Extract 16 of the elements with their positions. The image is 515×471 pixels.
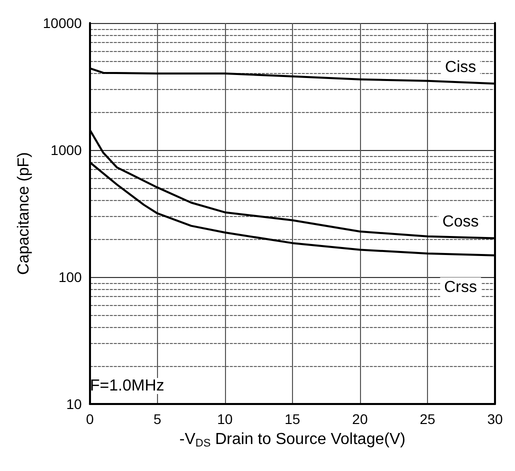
x-tick-label: 0 xyxy=(86,411,94,427)
series-label: Ciss xyxy=(445,59,476,76)
y-tick-label: 100 xyxy=(58,269,82,285)
y-tick-label: 10 xyxy=(66,396,82,412)
y-axis-title: Capacitance (pF) xyxy=(16,152,32,275)
annotation: F=1.0MHz xyxy=(90,378,164,394)
x-tick-label: 15 xyxy=(284,411,300,427)
x-tick-label: 20 xyxy=(352,411,368,427)
series-label: Crss xyxy=(444,278,478,296)
x-tick-label: 5 xyxy=(153,411,162,427)
y-tick-label: 1000 xyxy=(50,142,82,158)
y-tick-label: 10000 xyxy=(42,15,82,31)
x-tick-label: 10 xyxy=(217,411,233,427)
series-label: Coss xyxy=(442,214,479,231)
x-tick-label: 30 xyxy=(487,411,503,427)
x-tick-label: 25 xyxy=(420,411,436,427)
